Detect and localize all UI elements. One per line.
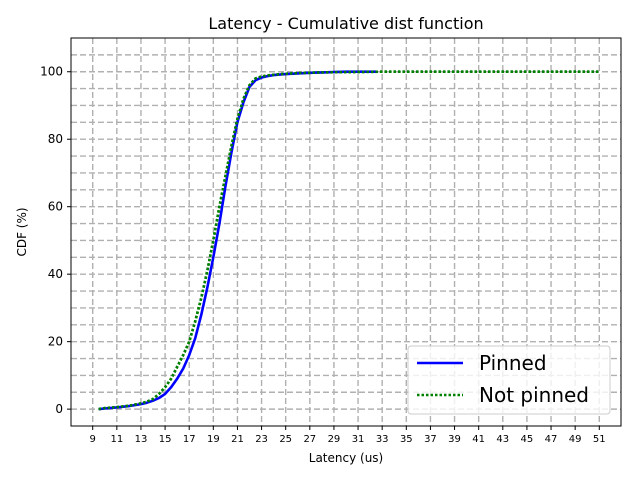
y-tick-label: 60 bbox=[48, 200, 63, 214]
x-tick-label: 47 bbox=[545, 434, 558, 445]
x-tick-label: 41 bbox=[472, 434, 485, 445]
x-tick-label: 15 bbox=[159, 434, 172, 445]
x-tick-label: 17 bbox=[183, 434, 196, 445]
series-line-not-pinned-overlay bbox=[98, 70, 600, 411]
y-tick-label: 80 bbox=[48, 132, 63, 146]
y-tick-label: 20 bbox=[48, 335, 63, 349]
x-tick-label: 39 bbox=[448, 434, 461, 445]
x-tick-label: 27 bbox=[303, 434, 316, 445]
x-tick-label: 11 bbox=[110, 434, 123, 445]
x-tick-label: 9 bbox=[90, 434, 96, 445]
x-tick-label: 45 bbox=[521, 434, 534, 445]
y-tick-label: 40 bbox=[48, 267, 63, 281]
x-tick-label: 29 bbox=[328, 434, 341, 445]
legend-label-not-pinned: Not pinned bbox=[479, 383, 589, 407]
x-axis-label: Latency (us) bbox=[309, 451, 383, 465]
x-tick-label: 35 bbox=[400, 434, 413, 445]
grid bbox=[71, 38, 621, 426]
x-tick-label: 31 bbox=[352, 434, 365, 445]
x-tick-label: 23 bbox=[255, 434, 268, 445]
axis-ticks: 9 11 13 15 17 19 21 23 25 27 29 31 33 35 37 39 41 43 45 47 4… bbox=[40, 65, 606, 445]
legend-label-pinned: Pinned bbox=[479, 351, 547, 375]
series-layer bbox=[98, 70, 600, 411]
y-axis-label: CDF (%) bbox=[15, 207, 29, 256]
x-tick-label: 13 bbox=[135, 434, 148, 445]
legend: Pinned Not pinned bbox=[407, 345, 611, 415]
chart-title: Latency - Cumulative dist function bbox=[208, 14, 483, 33]
x-tick-label: 33 bbox=[376, 434, 389, 445]
x-tick-label: 37 bbox=[424, 434, 437, 445]
y-tick-label: 100 bbox=[40, 65, 63, 79]
x-tick-label: 21 bbox=[231, 434, 244, 445]
x-tick-label: 51 bbox=[593, 434, 606, 445]
plot-frame bbox=[70, 37, 622, 427]
x-tick-label: 19 bbox=[207, 434, 220, 445]
x-tick-label: 25 bbox=[279, 434, 292, 445]
x-tick-label: 49 bbox=[569, 434, 582, 445]
y-tick-label: 0 bbox=[55, 402, 63, 416]
x-tick-label: 43 bbox=[496, 434, 509, 445]
